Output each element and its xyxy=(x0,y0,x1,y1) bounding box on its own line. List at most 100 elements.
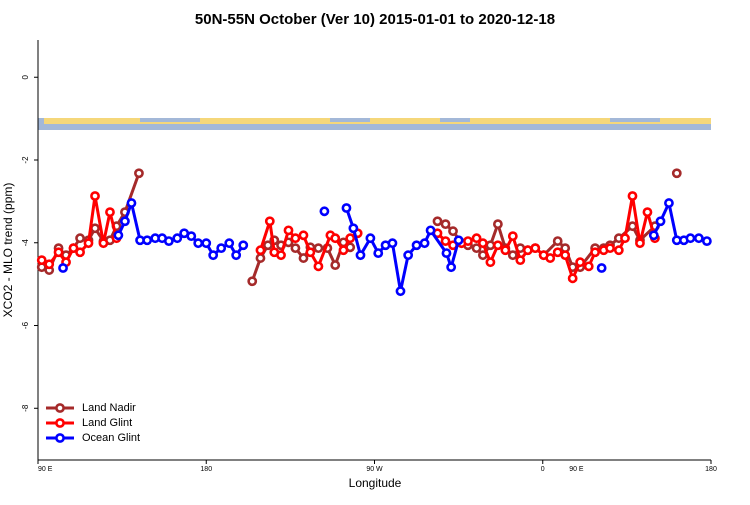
data-point xyxy=(330,260,341,271)
data-point xyxy=(685,233,696,244)
data-point xyxy=(208,250,219,261)
x-tick-label: 90 E xyxy=(38,466,53,473)
data-point xyxy=(98,238,109,249)
y-tick-label: 0 xyxy=(21,74,30,79)
data-point xyxy=(642,207,653,218)
data-point xyxy=(522,245,533,256)
data-point xyxy=(44,259,55,270)
data-point xyxy=(463,236,473,247)
data-point xyxy=(53,247,64,258)
data-point xyxy=(276,250,286,261)
data-point xyxy=(193,238,204,249)
data-point xyxy=(567,273,578,284)
x-tick-label: 90 W xyxy=(366,466,383,473)
data-point xyxy=(313,261,324,272)
legend-label: Ocean Glint xyxy=(82,432,140,444)
x-tick-label: 90 E xyxy=(569,466,584,473)
data-point xyxy=(345,233,356,244)
data-point xyxy=(440,219,451,230)
x-tick-label: 0 xyxy=(541,466,545,473)
data-point xyxy=(693,233,704,244)
data-point xyxy=(58,263,68,273)
data-point xyxy=(186,231,197,242)
data-point xyxy=(507,231,518,242)
data-point xyxy=(134,168,144,179)
data-point xyxy=(105,207,115,218)
data-point xyxy=(620,233,630,244)
data-point xyxy=(432,216,443,227)
data-point xyxy=(290,243,301,254)
data-point xyxy=(338,245,349,256)
data-point xyxy=(298,253,309,263)
data-point xyxy=(441,248,452,259)
x-tick-label: 180 xyxy=(200,466,212,473)
data-point xyxy=(478,238,488,249)
data-point xyxy=(701,236,712,247)
data-point xyxy=(411,240,422,251)
data-point xyxy=(75,233,85,244)
data-point xyxy=(36,255,47,266)
data-point xyxy=(440,236,451,247)
chart-title: 50N-55N October (Ver 10) 2015-01-01 to 2… xyxy=(195,11,555,28)
data-point xyxy=(453,235,464,246)
data-point xyxy=(75,247,85,258)
data-point xyxy=(552,247,563,258)
data-point xyxy=(255,253,266,263)
data-point xyxy=(348,223,359,234)
data-point xyxy=(419,238,430,249)
data-point xyxy=(68,243,79,254)
data-point xyxy=(90,223,100,234)
data-point xyxy=(395,286,406,297)
data-point xyxy=(373,248,384,259)
data-point xyxy=(355,250,366,261)
land-ocean-strip xyxy=(38,118,711,130)
data-point xyxy=(515,255,526,266)
data-point xyxy=(201,238,212,249)
y-tick-label: -4 xyxy=(21,239,30,247)
data-point xyxy=(552,236,563,247)
data-point xyxy=(664,198,674,208)
y-tick-label: -6 xyxy=(21,321,30,329)
data-point xyxy=(425,225,436,236)
data-point xyxy=(671,168,682,179)
data-point xyxy=(492,219,503,230)
data-point xyxy=(163,236,174,247)
data-point xyxy=(560,250,571,261)
data-point xyxy=(403,250,414,261)
data-point xyxy=(255,245,266,256)
data-point xyxy=(365,233,376,244)
data-point xyxy=(142,235,153,246)
data-point xyxy=(590,247,600,258)
data-point xyxy=(263,240,273,251)
legend-marker xyxy=(55,403,65,413)
data-point xyxy=(485,257,496,268)
x-tick-label: 180 xyxy=(705,466,717,473)
data-point xyxy=(341,203,352,213)
data-point xyxy=(90,191,100,201)
data-point xyxy=(507,250,518,261)
data-point xyxy=(387,238,398,249)
data-point xyxy=(126,198,137,208)
data-point xyxy=(120,216,130,227)
data-point xyxy=(313,243,324,254)
legend-label: Land Nadir xyxy=(82,402,136,414)
data-point xyxy=(627,221,638,232)
data-point xyxy=(471,243,482,254)
data-point xyxy=(238,240,249,251)
data-point xyxy=(471,233,482,244)
data-point xyxy=(448,226,458,237)
data-point xyxy=(627,191,638,201)
data-point xyxy=(605,243,615,254)
data-point xyxy=(290,233,301,244)
legend-marker xyxy=(55,433,65,443)
y-tick-label: -8 xyxy=(21,404,30,412)
data-point xyxy=(446,262,457,273)
data-point xyxy=(264,216,275,227)
data-point xyxy=(485,240,496,251)
data-point xyxy=(216,243,227,254)
data-point xyxy=(583,261,594,272)
data-point xyxy=(231,250,242,261)
data-point xyxy=(113,230,124,241)
data-point xyxy=(500,245,511,256)
